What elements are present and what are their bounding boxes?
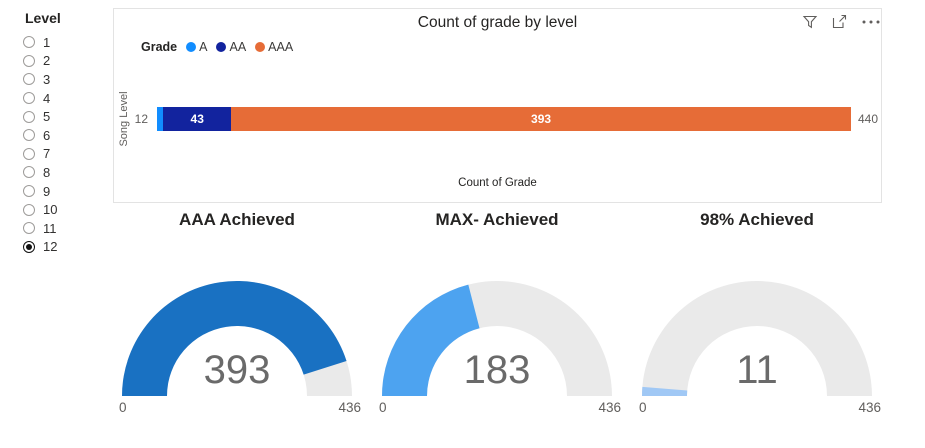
level-option-label: 9: [43, 183, 51, 199]
level-option-7[interactable]: 7: [23, 145, 103, 164]
level-option-12[interactable]: 12: [23, 238, 103, 257]
bar-total-label: 440: [858, 112, 879, 126]
bar-segment-value: 43: [190, 112, 204, 126]
gauge-max-label: 436: [598, 400, 621, 415]
legend-item-label: AA: [229, 40, 247, 54]
legend-item-a[interactable]: A: [186, 40, 207, 54]
focus-mode-icon[interactable]: [831, 13, 848, 30]
legend-item-label: A: [199, 40, 208, 54]
radio-icon: [23, 36, 35, 49]
bar-segment-aaa[interactable]: 393: [231, 107, 851, 131]
legend-item-aa[interactable]: AA: [216, 40, 246, 54]
radio-icon: [23, 129, 35, 142]
level-option-5[interactable]: 5: [23, 107, 103, 126]
level-option-label: 6: [43, 127, 51, 143]
filter-icon[interactable]: [802, 14, 818, 30]
bar-segment-value: 393: [531, 112, 552, 126]
gauge-aaa-achieved: AAA Achieved 393 0 436: [107, 208, 367, 420]
legend-dot-icon: [216, 42, 227, 52]
radio-icon: [23, 110, 35, 123]
legend-items: A AA AAA: [186, 40, 302, 54]
radio-selected-icon: [23, 240, 35, 253]
gauge-title: 98% Achieved: [700, 210, 814, 229]
legend: Grade A AA AAA: [141, 40, 302, 54]
level-slicer-list: 1 2 3 4 5 6 7 8 9 10 11 12: [23, 33, 103, 256]
gauge-value: 393: [203, 348, 271, 392]
bar-chart-title: Count of grade by level: [417, 14, 578, 31]
gauge-value: 11: [736, 348, 778, 392]
level-option-label: 2: [43, 53, 51, 69]
gauge-max-label: 436: [858, 400, 881, 415]
gauge-98pct-achieved: 98% Achieved 11 0 436: [627, 208, 887, 420]
level-option-8[interactable]: 8: [23, 163, 103, 182]
level-option-label: 10: [43, 202, 58, 218]
bar-segment-aa[interactable]: 43: [163, 107, 232, 131]
radio-icon: [23, 73, 35, 86]
visual-header: [802, 13, 881, 30]
level-option-label: 8: [43, 164, 51, 180]
level-option-label: 5: [43, 109, 51, 125]
gauge-title: AAA Achieved: [179, 210, 295, 229]
level-option-9[interactable]: 9: [23, 182, 103, 201]
radio-icon: [23, 54, 35, 67]
gauge-arc-3: [642, 281, 872, 396]
level-slicer: Level 1 2 3 4 5 6 7 8 9 10 11 12: [23, 10, 103, 256]
gauge-fill-arc: [642, 386, 688, 396]
level-slicer-title: Level: [25, 10, 61, 26]
bar-chart-card: Count of grade by level Grade A AA AAA Son…: [113, 8, 882, 203]
level-option-label: 11: [43, 220, 57, 236]
radio-icon: [23, 222, 35, 235]
legend-title: Grade: [141, 40, 178, 54]
level-option-label: 12: [43, 239, 58, 255]
gauge-axis-labels: 0 436: [113, 400, 361, 415]
gauge-value: 183: [463, 348, 531, 392]
gauge-min-label: 0: [119, 400, 127, 415]
gauge-max-label: 436: [338, 400, 361, 415]
gauge-axis-labels: 0 436: [373, 400, 621, 415]
legend-item-label: AAA: [268, 40, 294, 54]
level-option-label: 4: [43, 90, 51, 106]
level-option-6[interactable]: 6: [23, 126, 103, 145]
level-option-2[interactable]: 2: [23, 52, 103, 71]
level-option-1[interactable]: 1: [23, 33, 103, 52]
gauge-arc-2: [382, 281, 612, 396]
gauge-fill-arc: [382, 284, 480, 396]
level-option-label: 1: [43, 34, 51, 50]
bar-segment-a[interactable]: [157, 107, 164, 131]
gauge-min-label: 0: [379, 400, 387, 415]
gauge-track-arc: [642, 281, 872, 396]
x-axis-label: Count of Grade: [458, 177, 537, 189]
gauge-fill-arc: [122, 281, 347, 396]
level-option-4[interactable]: 4: [23, 89, 103, 108]
gauge-max-achieved: MAX- Achieved 183 0 436: [367, 208, 627, 420]
category-label: 12: [134, 112, 148, 126]
level-option-label: 7: [43, 146, 51, 162]
radio-icon: [23, 147, 35, 160]
gauge-arc-1: [122, 281, 352, 396]
stacked-bar: 43 393: [157, 107, 851, 131]
level-option-10[interactable]: 10: [23, 200, 103, 219]
legend-item-aaa[interactable]: AAA: [255, 40, 293, 54]
legend-dot-icon: [255, 42, 266, 52]
gauge-title: MAX- Achieved: [435, 210, 559, 229]
radio-icon: [23, 92, 35, 105]
radio-icon: [23, 185, 35, 198]
legend-dot-icon: [186, 42, 197, 52]
level-option-label: 3: [43, 71, 51, 87]
level-option-3[interactable]: 3: [23, 70, 103, 89]
radio-icon: [23, 203, 35, 216]
level-option-11[interactable]: 11: [23, 219, 103, 238]
more-options-icon[interactable]: [861, 18, 881, 26]
radio-icon: [23, 166, 35, 179]
gauge-min-label: 0: [639, 400, 647, 415]
gauge-axis-labels: 0 436: [633, 400, 881, 415]
